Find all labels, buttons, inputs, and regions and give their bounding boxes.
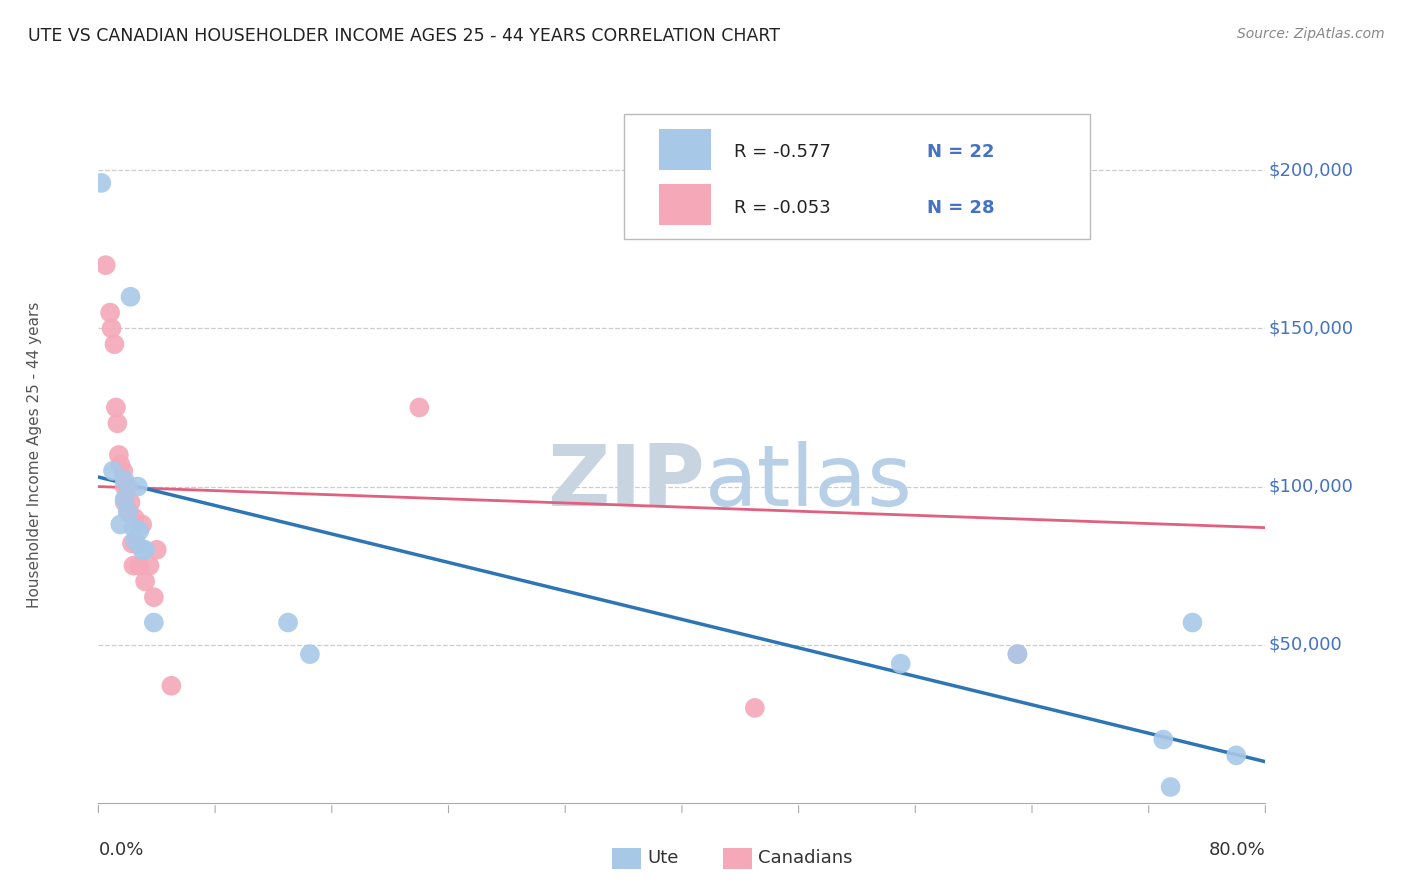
Point bbox=[160, 679, 183, 693]
Point bbox=[122, 521, 145, 535]
Point bbox=[124, 511, 146, 525]
Point bbox=[122, 558, 145, 573]
Point bbox=[124, 533, 146, 548]
Point bbox=[108, 448, 131, 462]
Point bbox=[128, 558, 150, 573]
FancyBboxPatch shape bbox=[658, 128, 711, 169]
Text: Ute: Ute bbox=[647, 849, 678, 867]
Point bbox=[131, 517, 153, 532]
Text: 0.0%: 0.0% bbox=[98, 841, 143, 859]
Point bbox=[298, 647, 321, 661]
Point bbox=[1225, 748, 1247, 763]
Point bbox=[125, 536, 148, 550]
Point bbox=[118, 505, 141, 519]
Point bbox=[1007, 647, 1029, 661]
Point bbox=[134, 574, 156, 589]
Text: UTE VS CANADIAN HOUSEHOLDER INCOME AGES 25 - 44 YEARS CORRELATION CHART: UTE VS CANADIAN HOUSEHOLDER INCOME AGES … bbox=[28, 27, 780, 45]
Point bbox=[94, 258, 117, 272]
Text: N = 22: N = 22 bbox=[927, 143, 994, 161]
Point bbox=[114, 473, 136, 487]
Point bbox=[103, 337, 125, 351]
Point bbox=[142, 591, 165, 605]
Point bbox=[1152, 732, 1174, 747]
Point bbox=[114, 495, 136, 509]
Point bbox=[110, 458, 132, 472]
Point bbox=[1007, 647, 1029, 661]
Text: R = -0.577: R = -0.577 bbox=[734, 143, 831, 161]
Point bbox=[117, 505, 139, 519]
Point bbox=[105, 417, 128, 431]
Point bbox=[1160, 780, 1182, 794]
Point bbox=[1181, 615, 1204, 630]
Point bbox=[277, 615, 299, 630]
Point bbox=[101, 464, 124, 478]
FancyBboxPatch shape bbox=[623, 114, 1091, 239]
Point bbox=[100, 321, 122, 335]
Text: R = -0.053: R = -0.053 bbox=[734, 199, 831, 217]
Text: Householder Income Ages 25 - 44 years: Householder Income Ages 25 - 44 years bbox=[27, 301, 42, 608]
Point bbox=[127, 479, 149, 493]
Point bbox=[114, 492, 136, 507]
Point bbox=[90, 176, 112, 190]
Text: Source: ZipAtlas.com: Source: ZipAtlas.com bbox=[1237, 27, 1385, 41]
Point bbox=[134, 542, 156, 557]
FancyBboxPatch shape bbox=[612, 848, 641, 869]
Point bbox=[138, 558, 160, 573]
Point bbox=[142, 615, 165, 630]
Point bbox=[128, 524, 150, 538]
Point bbox=[120, 290, 142, 304]
Point bbox=[146, 542, 169, 557]
Point bbox=[110, 517, 132, 532]
Point bbox=[98, 305, 121, 319]
Text: 80.0%: 80.0% bbox=[1209, 841, 1265, 859]
FancyBboxPatch shape bbox=[658, 185, 711, 225]
Text: $200,000: $200,000 bbox=[1268, 161, 1354, 179]
Text: ZIP: ZIP bbox=[547, 442, 706, 524]
Point bbox=[104, 401, 127, 415]
Point bbox=[744, 701, 766, 715]
Text: Canadians: Canadians bbox=[758, 849, 852, 867]
Point bbox=[890, 657, 912, 671]
Text: atlas: atlas bbox=[706, 442, 914, 524]
Text: $150,000: $150,000 bbox=[1268, 319, 1354, 337]
Text: $100,000: $100,000 bbox=[1268, 477, 1353, 496]
FancyBboxPatch shape bbox=[723, 848, 752, 869]
Point bbox=[408, 401, 430, 415]
Point bbox=[121, 536, 143, 550]
Point bbox=[114, 479, 136, 493]
Point bbox=[117, 479, 139, 493]
Point bbox=[131, 542, 153, 557]
Text: $50,000: $50,000 bbox=[1268, 636, 1343, 654]
Point bbox=[120, 495, 142, 509]
Text: N = 28: N = 28 bbox=[927, 199, 994, 217]
Point bbox=[112, 464, 135, 478]
